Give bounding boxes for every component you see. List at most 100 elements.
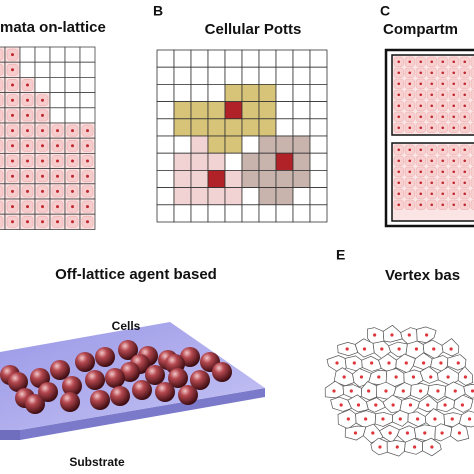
nucleus: [452, 126, 456, 130]
nucleus: [408, 403, 413, 407]
nucleus: [441, 82, 445, 86]
nucleus: [463, 104, 467, 108]
nucleus: [441, 148, 445, 152]
nucleus: [430, 93, 434, 97]
nucleus: [414, 347, 419, 351]
lattice-cell: [64, 46, 81, 63]
nucleus: [453, 389, 457, 393]
potts-site: [258, 101, 277, 120]
potts-site: [275, 169, 294, 188]
potts-site: [190, 118, 209, 137]
nucleus: [26, 144, 29, 148]
nucleus: [408, 93, 412, 97]
panel-d-agents: [0, 322, 265, 440]
nucleus: [26, 174, 29, 178]
agent-cell: [90, 390, 110, 410]
potts-site: [258, 204, 277, 223]
lattice-cell: [79, 46, 96, 63]
nucleus: [452, 181, 456, 185]
potts-site: [241, 187, 260, 206]
potts-site: [190, 66, 209, 85]
nucleus: [430, 104, 434, 108]
agent-cell: [75, 352, 95, 372]
potts-site: [241, 118, 260, 137]
agent-cell: [25, 394, 45, 414]
potts-site: [258, 84, 277, 103]
nucleus: [463, 82, 467, 86]
potts-site: [309, 187, 328, 206]
potts-site: [190, 84, 209, 103]
nucleus: [408, 159, 412, 163]
cell-body: [0, 109, 4, 122]
nucleus: [26, 98, 29, 102]
nucleus: [452, 60, 456, 64]
nucleus: [441, 93, 445, 97]
substrate-side: [0, 430, 20, 440]
cell-body: [470, 111, 474, 122]
cell-body: [470, 166, 474, 177]
potts-site: [207, 101, 226, 120]
potts-site: [309, 118, 328, 137]
nucleus: [388, 431, 392, 435]
nucleus: [452, 203, 456, 207]
potts-site: [241, 152, 260, 171]
nucleus: [56, 220, 59, 224]
nucleus: [441, 60, 445, 64]
agent-cell: [132, 380, 152, 400]
nucleus: [367, 389, 371, 393]
potts-site: [224, 135, 243, 154]
potts-site: [275, 66, 294, 85]
nucleus: [86, 159, 89, 163]
nucleus: [430, 181, 434, 185]
nucleus: [381, 417, 385, 421]
cell-body: [0, 185, 4, 198]
cell-body: [470, 56, 474, 67]
nucleus: [430, 148, 434, 152]
nucleus: [11, 189, 14, 193]
potts-site: [156, 118, 175, 137]
nucleus: [374, 403, 378, 407]
potts-site: [292, 101, 311, 120]
nucleus: [11, 113, 14, 117]
nucleus: [419, 82, 423, 86]
potts-site: [275, 118, 294, 137]
lattice-cell: [64, 61, 81, 78]
potts-site: [275, 204, 294, 223]
vertex-cell: [441, 338, 460, 357]
potts-site: [292, 84, 311, 103]
nucleus: [419, 104, 423, 108]
lattice-cell: [79, 77, 96, 94]
nucleus: [441, 126, 445, 130]
nucleus: [395, 445, 399, 449]
potts-site: [224, 204, 243, 223]
nucleus: [11, 159, 14, 163]
nucleus: [426, 403, 430, 407]
nucleus: [71, 144, 74, 148]
nucleus: [86, 205, 89, 209]
panel-title: Vertex bas: [385, 267, 460, 284]
nucleus: [430, 115, 434, 119]
nucleus: [345, 347, 349, 351]
nucleus: [463, 71, 467, 75]
vertex-cell: [458, 410, 474, 428]
nucleus: [397, 93, 401, 97]
nucleus: [463, 126, 467, 130]
nucleus: [56, 129, 59, 133]
nucleus: [460, 403, 465, 407]
lattice-cell: [49, 92, 66, 109]
potts-site: [241, 101, 260, 120]
nucleus: [408, 82, 412, 86]
potts-site: [258, 169, 277, 188]
lattice-cell: [34, 77, 51, 94]
potts-site: [258, 152, 277, 171]
nucleus: [430, 60, 434, 64]
nucleus: [11, 220, 14, 224]
nucleus: [408, 170, 412, 174]
nucleus: [416, 417, 420, 421]
panel-title: Cellular Potts: [205, 21, 302, 38]
vertex-cell: [386, 440, 406, 457]
nucleus: [356, 403, 361, 407]
nucleus: [441, 104, 445, 108]
panel-a-grid: [0, 46, 96, 230]
nucleus: [26, 129, 29, 133]
